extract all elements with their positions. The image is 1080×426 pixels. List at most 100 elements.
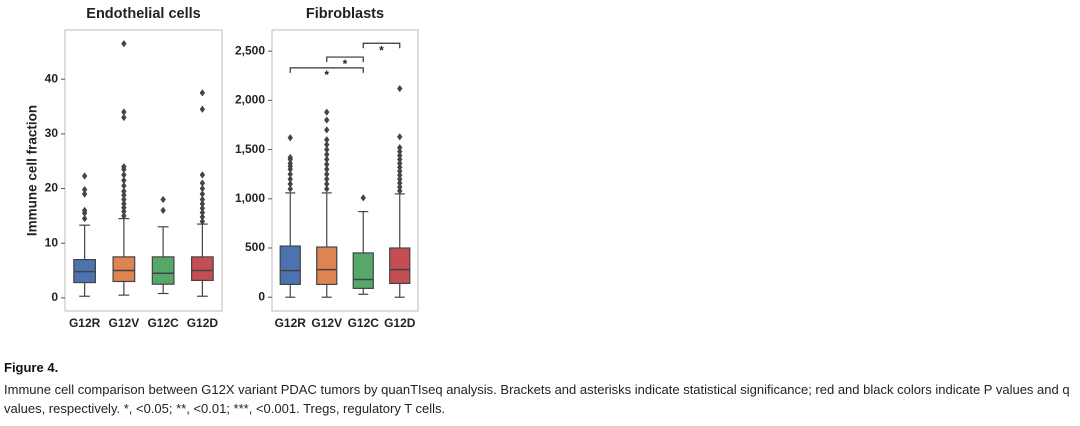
- caption-text: Immune cell comparison between G12X vari…: [4, 382, 1070, 416]
- significance-label: *: [379, 43, 384, 57]
- outlier: [199, 195, 206, 204]
- outlier: [324, 155, 330, 164]
- significance-label: *: [343, 57, 348, 71]
- x-tick-label: G12V: [311, 316, 342, 330]
- outlier: [324, 108, 330, 116]
- outlier: [397, 167, 403, 175]
- y-tick-label: 0: [51, 290, 58, 304]
- outlier: [121, 191, 127, 199]
- x-tick-label: G12R: [69, 316, 101, 330]
- outlier: [199, 204, 206, 212]
- outlier: [324, 175, 330, 183]
- outlier: [199, 190, 206, 198]
- outlier: [287, 175, 293, 183]
- outlier: [287, 180, 293, 188]
- significance-bracket: [326, 56, 364, 63]
- outlier: [81, 172, 88, 180]
- y-tick-label: 40: [45, 71, 59, 85]
- outlier: [324, 136, 330, 144]
- box: [279, 245, 301, 286]
- x-tick-label: G12R: [275, 316, 307, 330]
- y-tick-label: 10: [45, 235, 59, 249]
- x-tick-label: G12C: [348, 316, 380, 330]
- outlier: [324, 180, 330, 188]
- outlier: [324, 165, 330, 173]
- outlier: [121, 200, 127, 208]
- outlier: [81, 206, 88, 215]
- outlier: [397, 163, 403, 171]
- significance-bracket: [362, 42, 401, 49]
- outlier: [397, 171, 403, 179]
- outlier: [81, 190, 88, 198]
- outlier: [324, 170, 330, 178]
- outlier: [121, 207, 127, 216]
- outlier: [324, 126, 330, 134]
- outlier: [324, 160, 330, 168]
- y-tick-label: 20: [45, 181, 59, 195]
- x-tick-label: G12C: [147, 316, 179, 330]
- outlier: [397, 133, 403, 141]
- outlier: [397, 151, 403, 160]
- outlier: [397, 155, 403, 164]
- outlier: [397, 187, 403, 195]
- plot-frame: [271, 29, 419, 312]
- outlier: [397, 179, 403, 187]
- outlier: [397, 147, 403, 156]
- outlier: [324, 116, 330, 124]
- outlier: [360, 194, 366, 202]
- plot-frame: [64, 29, 223, 312]
- outlier: [121, 113, 127, 122]
- outlier: [397, 183, 403, 191]
- x-tick-label: G12D: [187, 316, 219, 330]
- x-tick-label: G12D: [384, 316, 416, 330]
- outlier: [121, 182, 127, 190]
- y-tick-label: 0: [258, 289, 265, 303]
- outlier: [121, 108, 127, 116]
- significance-label: *: [324, 68, 329, 82]
- box: [389, 247, 411, 285]
- outlier: [324, 185, 330, 193]
- outlier: [199, 184, 206, 193]
- outlier: [199, 179, 206, 187]
- outlier: [287, 170, 293, 178]
- box: [190, 256, 214, 281]
- chart-title: Fibroblasts: [306, 6, 384, 22]
- y-tick-label: 30: [45, 126, 59, 140]
- chart-title: Endothelial cells: [86, 6, 200, 22]
- outlier: [121, 204, 127, 212]
- outlier: [121, 40, 127, 48]
- outlier: [397, 84, 403, 93]
- outlier: [287, 153, 293, 162]
- outlier: [121, 163, 127, 171]
- figure: Endothelial cells Immune cell fraction 0 10…: [25, 6, 419, 330]
- outlier: [121, 195, 127, 204]
- y-tick-label: 1,500: [235, 142, 265, 156]
- outlier: [324, 141, 330, 149]
- outlier: [199, 171, 206, 179]
- outlier: [81, 215, 88, 223]
- outlier: [397, 144, 403, 152]
- significance-bracket: [289, 67, 364, 73]
- outlier: [324, 145, 330, 154]
- outlier: [397, 159, 403, 167]
- y-axis-label: Immune cell fraction: [25, 105, 40, 236]
- x-tick-label: G12V: [109, 316, 140, 330]
- outlier: [121, 171, 127, 179]
- outlier: [121, 212, 127, 220]
- outlier: [121, 187, 127, 195]
- box: [352, 252, 374, 289]
- outlier: [199, 200, 206, 208]
- outlier: [121, 176, 127, 184]
- outlier: [160, 206, 166, 215]
- outlier: [199, 89, 206, 97]
- y-tick-label: 500: [245, 240, 265, 254]
- outlier: [199, 217, 206, 225]
- outlier: [199, 208, 206, 217]
- outlier: [199, 105, 206, 113]
- outlier: [397, 175, 403, 183]
- y-tick-label: 2,000: [235, 93, 265, 107]
- outlier: [199, 213, 206, 221]
- outlier: [324, 150, 330, 159]
- box: [112, 256, 136, 283]
